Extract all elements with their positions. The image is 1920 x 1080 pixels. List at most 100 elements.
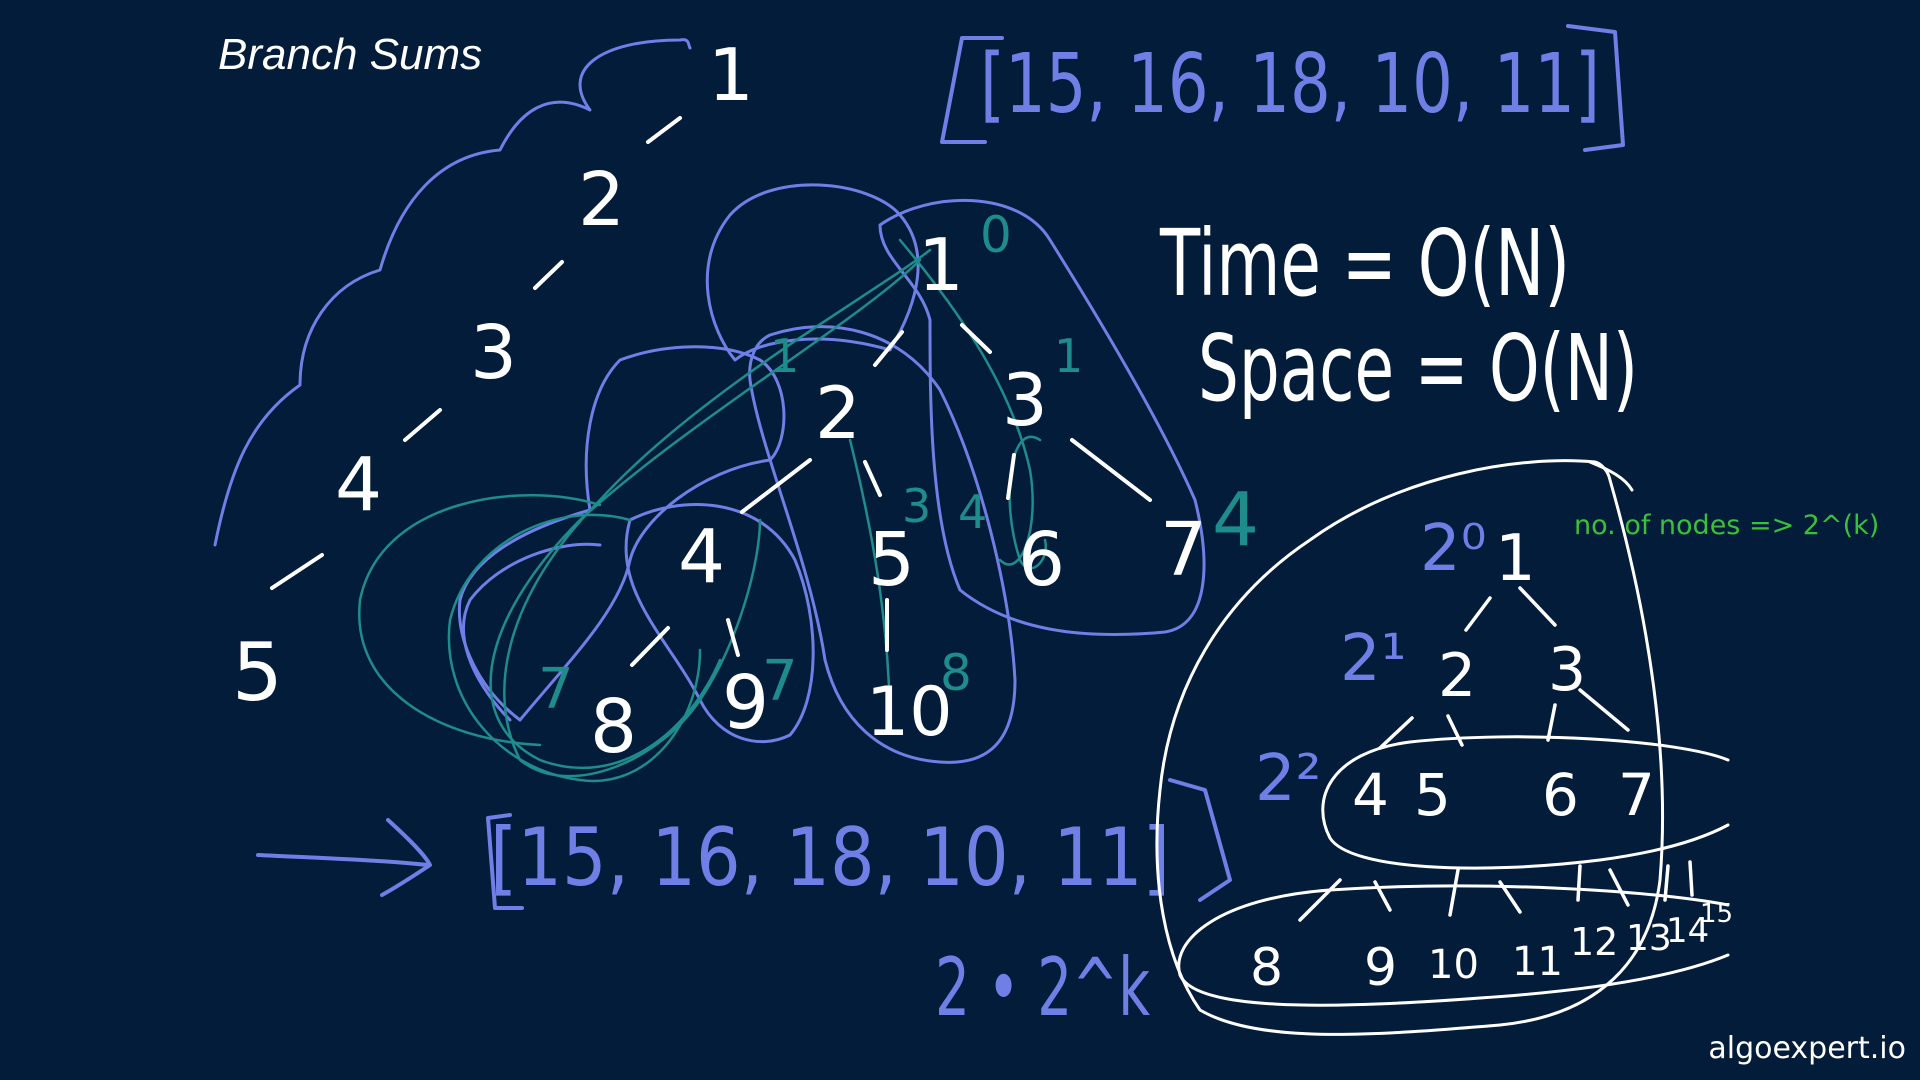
b-edge-7-14 [1663,864,1670,902]
main-node-7: 7 [1160,507,1207,593]
b-edge-4-9 [1373,880,1392,912]
balanced-leaf-12: 12 [1570,920,1618,964]
node-count-note: no. of nodes => 2^(k) [1574,510,1880,541]
leaf-count-formula: 2 • 2^k [935,941,1150,1034]
balanced-leaf-10: 10 [1428,942,1479,988]
b-edge-2-5 [1446,714,1464,747]
balanced-node-6: 6 [1542,761,1579,829]
skewed-node-2: 2 [578,157,625,243]
edge-2-5 [863,460,882,497]
skewed-edge-3-4 [403,408,442,442]
bracket-right-top [1566,24,1625,152]
teal-loop-4 [447,513,702,783]
sum-at-8: 7 [538,657,574,722]
main-node-2: 2 [815,371,861,455]
b-edge-4-8 [1298,878,1342,922]
b-edge-6-13 [1608,868,1630,907]
balanced-tree-outline [1155,459,1665,1036]
main-node-3: 3 [1002,358,1048,442]
balanced-node-3: 3 [1548,635,1586,705]
balanced-leaf-15: 15 [1700,899,1733,929]
teal-loop-1 [503,248,932,778]
edge-1-2 [873,330,904,367]
main-node-4: 4 [678,514,725,600]
balanced-leaf-9: 9 [1364,938,1397,998]
main-node-8: 8 [590,684,637,770]
edge-2-4 [740,458,812,514]
sum-at-7: 4 [1212,477,1259,563]
space-complexity: Space = O(N) [1198,315,1638,422]
skewed-edge-1-2 [646,116,682,144]
level-label-1: 2¹ [1340,622,1406,696]
edge-3-6 [1006,453,1016,500]
result-array-top: [15, 16, 18, 10, 11] [940,24,1625,152]
result-array-bottom-text: [15, 16, 18, 10, 11] [490,811,1170,904]
teal-trace-loops [357,238,1048,783]
brand-logo-text: algoexpert.io [1708,1031,1906,1066]
main-node-9: 9 [722,660,769,746]
balanced-leaf-8: 8 [1250,938,1283,998]
result-array-bottom: [15, 16, 18, 10, 11] 2 • 2^k [256,778,1232,1034]
edge-4-9 [726,618,740,657]
balanced-tree-edges [1298,586,1694,922]
skewed-edge-2-3 [533,260,564,290]
balanced-tree-outline-tail [1588,460,1634,492]
main-node-5: 5 [868,517,915,603]
skewed-node-4: 4 [335,442,382,528]
edge-4-8 [630,626,670,667]
b-edge-7-15 [1688,860,1694,897]
branch-loop-root [705,183,920,362]
sum-at-5a: 3 [902,479,931,533]
b-edge-5-10 [1448,868,1460,917]
sum-at-2: 1 [770,329,799,383]
balanced-leaf-14: 14 [1666,911,1709,951]
time-complexity: Time = O(N) [1159,210,1570,317]
skewed-node-3: 3 [470,310,517,396]
page-title: Branch Sums [218,30,483,79]
skewed-tree: 1 2 3 4 5 [213,33,754,719]
b-edge-5-11 [1498,880,1522,914]
teal-loop-6 [848,438,892,732]
skewed-tree-scallop-arc [213,38,692,547]
level-label-2: 2² [1255,742,1321,816]
b-edge-6-12 [1576,864,1582,902]
balanced-leaf-13: 13 [1626,918,1672,959]
branch-loop-right [878,198,1206,637]
leaves-loop [1177,884,1730,1007]
bracket-left-top [940,36,1004,144]
skewed-edge-4-5 [270,553,324,590]
balanced-node-5: 5 [1414,761,1451,829]
bracket-right-bottom [1168,778,1232,902]
sum-at-9: 7 [762,649,798,714]
main-node-6: 6 [1018,517,1065,603]
teal-loop-3 [357,494,602,747]
main-tree-edges [630,323,1152,667]
edge-3-7 [1070,438,1152,502]
level-2-loop [1321,735,1730,870]
balanced-node-7: 7 [1618,761,1655,829]
branch-loop-middle [748,325,1017,764]
main-node-1: 1 [918,223,964,307]
main-tree: 1 2 3 4 5 6 7 8 9 10 0 1 1 3 4 4 7 7 8 [357,183,1259,783]
sum-at-3: 1 [1054,329,1083,383]
result-array-top-text: [15, 16, 18, 10, 11] [980,37,1600,132]
branch-loop-leaf-8 [462,542,602,722]
b-edge-3-7 [1578,688,1630,732]
teal-loop-2 [489,258,922,770]
level-label-0: 2⁰ [1420,512,1486,586]
skewed-node-1: 1 [708,33,754,117]
sum-at-10: 8 [940,644,972,702]
teal-loop-7 [1008,435,1048,570]
b-edge-1-3 [1518,586,1557,627]
balanced-node-2: 2 [1438,641,1476,711]
complexity: Time = O(N) Space = O(N) [1159,210,1638,422]
b-edge-2-4 [1378,716,1414,750]
balanced-tree: 2⁰ 2¹ 2² 1 2 3 4 5 6 7 8 9 10 11 12 13 1… [1155,459,1733,1036]
balanced-leaf-11: 11 [1512,939,1563,985]
sum-at-5b: 4 [958,485,987,539]
skewed-node-5: 5 [232,626,283,719]
edge-1-3 [960,323,992,354]
sum-at-1: 0 [980,206,1012,264]
b-edge-3-6 [1546,703,1557,742]
